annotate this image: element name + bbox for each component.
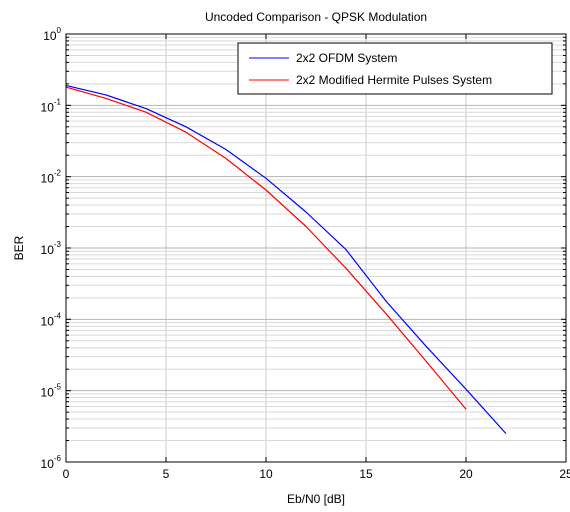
y-tick-exponent: -2: [54, 169, 62, 178]
x-tick-label: 5: [163, 467, 170, 481]
y-tick-exponent: -3: [54, 240, 62, 249]
y-tick-exponent: -1: [54, 97, 62, 106]
x-tick-label: 0: [63, 467, 70, 481]
grid: [66, 34, 566, 462]
y-axis-label: BER: [12, 235, 26, 260]
x-tick-label: 25: [559, 467, 570, 481]
legend-label-hermite: 2x2 Modified Hermite Pulses System: [296, 73, 492, 87]
x-axis-label: Eb/N0 [dB]: [287, 492, 345, 506]
series-layer: [65, 84, 507, 435]
legend-label-ofdm: 2x2 OFDM System: [296, 51, 397, 65]
series-line-0: [65, 84, 507, 435]
y-tick-exponent: -5: [54, 383, 62, 392]
legend-box: [237, 42, 553, 95]
ticks: [65, 33, 567, 463]
chart-title: Uncoded Comparison - QPSK Modulation: [205, 10, 427, 24]
y-tick-exponent: -6: [54, 454, 62, 463]
x-tick-label: 15: [359, 467, 373, 481]
y-tick-exponent: -4: [54, 311, 62, 320]
y-tick-exponent: 0: [57, 26, 62, 35]
x-tick-labels: 0 5 10 15 20 25: [63, 467, 570, 481]
series-line-1: [65, 86, 467, 410]
x-tick-label: 20: [459, 467, 473, 481]
x-tick-label: 10: [259, 467, 273, 481]
legend: 2x2 OFDM System 2x2 Modified Hermite Pul…: [237, 42, 553, 95]
